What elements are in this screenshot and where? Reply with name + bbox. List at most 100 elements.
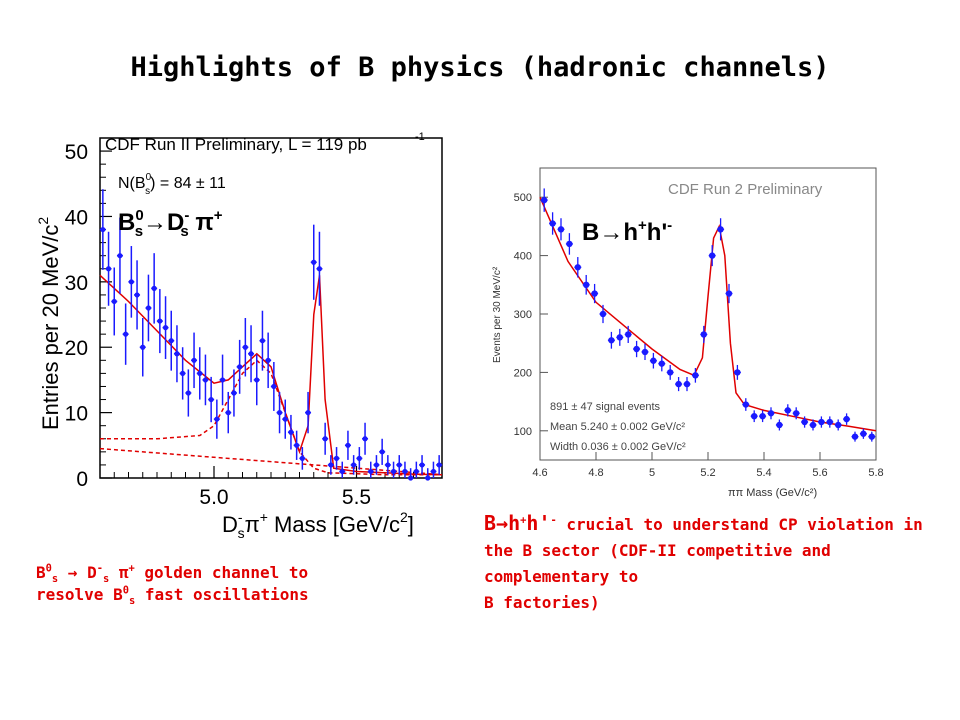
left-data-point [436,462,442,468]
left-data-point [202,377,209,383]
right-data-point [734,369,741,376]
left-data-point [134,292,140,298]
right-chart-stat-signal: 891 ± 47 signal events [550,401,661,413]
right-data-point [801,418,808,426]
right-xtick-label: 5.4 [756,467,771,479]
right-chart-header: CDF Run 2 Preliminary [668,181,823,198]
right-chart-decay-label: B→h+h'- [582,217,672,246]
left-xtick-label: 5.0 [199,486,228,509]
right-xtick-label: 5.2 [700,467,715,479]
right-data-point [835,421,842,429]
right-data-point [860,430,867,437]
right-data-point [566,240,573,248]
left-chart-yield: N(B0 s) = 84 ± 11 [118,172,226,197]
right-data-point [557,226,565,233]
right-xtick-label: 5 [649,467,655,479]
right-data-point [700,331,707,338]
left-chart-header: CDF Run II Preliminary, L = 119 pb [105,135,367,154]
right-data-point [843,415,850,423]
right-ytick-label: 300 [514,309,532,321]
left-data-point [413,468,419,475]
right-data-point [675,380,682,388]
left-data-point [105,266,112,272]
left-data-point [145,305,152,311]
left-chart-header-exp: -1 [415,131,425,143]
left-data-point [265,357,271,363]
right-xtick-label: 4.6 [532,467,547,479]
left-data-point [282,416,288,422]
right-chart-stat-width: Width 0.036 ± 0.002 GeV/c² [550,441,686,453]
right-data-point [549,220,556,227]
right-data-point [759,413,766,420]
left-data-point [248,351,254,357]
left-data-point [368,468,374,475]
left-data-point [174,351,180,357]
right-data-point [667,369,674,376]
right-data-point [658,360,665,367]
right-ytick-label: 200 [514,367,532,379]
left-data-point [180,370,186,376]
left-data-point [231,390,237,396]
right-data-point [809,421,817,429]
left-data-point [276,410,283,416]
left-data-point [322,436,328,442]
left-data-point [225,410,231,416]
left-data-point [140,344,146,350]
right-chart-ylabel: Events per 30 MeV/c² [492,266,503,363]
right-xtick-label: 4.8 [588,467,603,479]
right-data-point [599,310,607,318]
left-data-point [214,416,220,422]
right-data-point [784,407,791,414]
left-data-point [333,455,340,461]
right-data-point [742,401,749,408]
right-data-point [574,264,581,271]
left-data-point [294,442,300,448]
left-data-point [208,396,214,403]
left-data-point [100,226,106,233]
left-data-point [305,410,311,416]
left-ytick-label: 0 [76,468,88,491]
left-data-point [299,455,305,461]
left-fit-component [100,359,442,476]
left-data-point [242,344,248,350]
left-chart-ylabel: Entries per 20 MeV/c2 [35,217,63,430]
right-xtick-label: 5.8 [868,467,883,479]
right-data-point [633,345,640,353]
left-data-point [311,259,317,265]
left-data-point [339,468,345,475]
right-chart: 100 200 300 400 500 4.6 4.8 5 5.2 5.4 5.6 5.8 CDF R… [492,167,884,499]
right-ytick-label: 500 [514,192,532,204]
left-data-point [128,279,134,285]
right-data-point [641,348,649,356]
right-data-point [826,418,833,426]
left-data-point [117,253,123,259]
right-data-point [650,357,657,364]
left-data-point [373,462,380,468]
right-data-point [851,433,859,440]
right-ytick-label: 400 [514,251,532,263]
left-data-point [111,298,117,305]
right-data-point [793,410,800,417]
left-data-point [402,468,408,475]
left-ytick-label: 10 [65,403,88,426]
right-data-point [868,433,875,440]
right-data-point [683,380,691,388]
left-data-point [356,455,362,461]
left-chart-decay-label: B0 s→D-s π+ [118,207,223,240]
left-data-point [385,462,391,468]
left-ytick-label: 40 [65,206,88,229]
right-data-point [541,196,548,204]
left-data-point [191,357,197,363]
right-data-point [767,410,775,417]
left-data-point [151,285,157,291]
right-data-point [625,331,632,338]
right-data-point [751,413,758,420]
left-data-point [157,318,163,324]
left-fit-background [99,447,443,476]
right-data-point [709,252,716,259]
left-data-point [379,449,385,455]
right-data-point [776,421,783,429]
left-data-point [430,468,437,475]
right-chart-xlabel: ππ Mass (GeV/c²) [728,487,817,499]
left-data-point [219,377,226,383]
